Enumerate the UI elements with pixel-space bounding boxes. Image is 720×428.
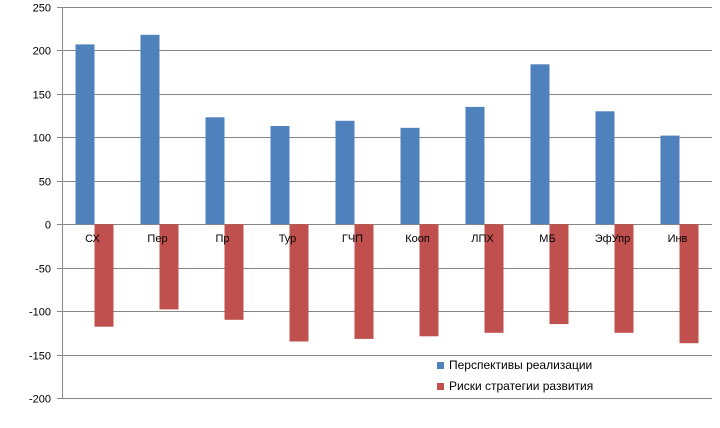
x-category-label: Инв bbox=[668, 233, 688, 245]
bar-series2-Пер bbox=[159, 224, 179, 310]
x-category-label: ГЧП bbox=[342, 233, 363, 245]
bar-series2-Тур bbox=[289, 224, 309, 342]
x-category-label: Кооп bbox=[405, 233, 430, 245]
bar-series1-СХ bbox=[75, 44, 95, 225]
x-category-label: Тур bbox=[279, 233, 297, 245]
bars bbox=[75, 34, 699, 344]
bar-series2-МБ bbox=[549, 224, 569, 325]
bar-series1-ЛПХ bbox=[465, 106, 485, 225]
bar-series1-Пер bbox=[140, 34, 160, 225]
x-category-label: СХ bbox=[85, 233, 100, 245]
legend-label: Перспективы реализации bbox=[449, 358, 592, 372]
legend: Перспективы реализации Риски стратегии ра… bbox=[437, 358, 593, 393]
x-category-label: Пер bbox=[147, 233, 167, 245]
bar-series2-Пр bbox=[224, 224, 244, 320]
y-tick-label: 150 bbox=[33, 90, 51, 102]
bar-series2-Кооп bbox=[419, 224, 439, 337]
y-tick-label: 0 bbox=[45, 220, 51, 232]
bar-series1-Кооп bbox=[400, 127, 420, 225]
y-tick-label: -150 bbox=[29, 351, 51, 363]
legend-swatch bbox=[437, 362, 444, 369]
bar-series1-Инв bbox=[660, 135, 680, 225]
y-tick-label: 100 bbox=[33, 133, 51, 145]
x-category-label: МБ bbox=[539, 233, 555, 245]
y-tick-label: -100 bbox=[29, 307, 51, 319]
y-axis: 250 200 150 100 50 0 -50 -100 -150 -200 bbox=[29, 3, 63, 406]
legend-label: Риски стратегии развития bbox=[449, 379, 593, 393]
x-category-label: Пр bbox=[215, 233, 229, 245]
bar-series1-Тур bbox=[270, 126, 290, 225]
y-tick-label: 200 bbox=[33, 46, 51, 58]
y-tick-label: 250 bbox=[33, 3, 51, 15]
y-tick-label: 50 bbox=[39, 177, 51, 189]
y-tick-label: -200 bbox=[29, 394, 51, 406]
bar-series2-ГЧП bbox=[354, 224, 374, 339]
x-category-labels: СХ Пер Пр Тур ГЧП Кооп ЛПХ МБ ЭфУпр Инв bbox=[85, 233, 687, 245]
bar-series2-СХ bbox=[94, 224, 114, 327]
x-category-label: ЛПХ bbox=[471, 233, 494, 245]
x-category-label: ЭфУпр bbox=[595, 233, 631, 245]
bar-series2-ЛПХ bbox=[484, 224, 504, 333]
bar-series1-ЭфУпр bbox=[595, 111, 615, 225]
legend-swatch bbox=[437, 383, 444, 390]
y-tick-label: -50 bbox=[35, 264, 51, 276]
bar-series2-Инв bbox=[679, 224, 699, 344]
bar-series1-Пр bbox=[205, 117, 225, 225]
bar-series1-ГЧП bbox=[335, 120, 355, 225]
bar-series2-ЭфУпр bbox=[614, 224, 634, 333]
bar-series1-МБ bbox=[530, 64, 550, 225]
